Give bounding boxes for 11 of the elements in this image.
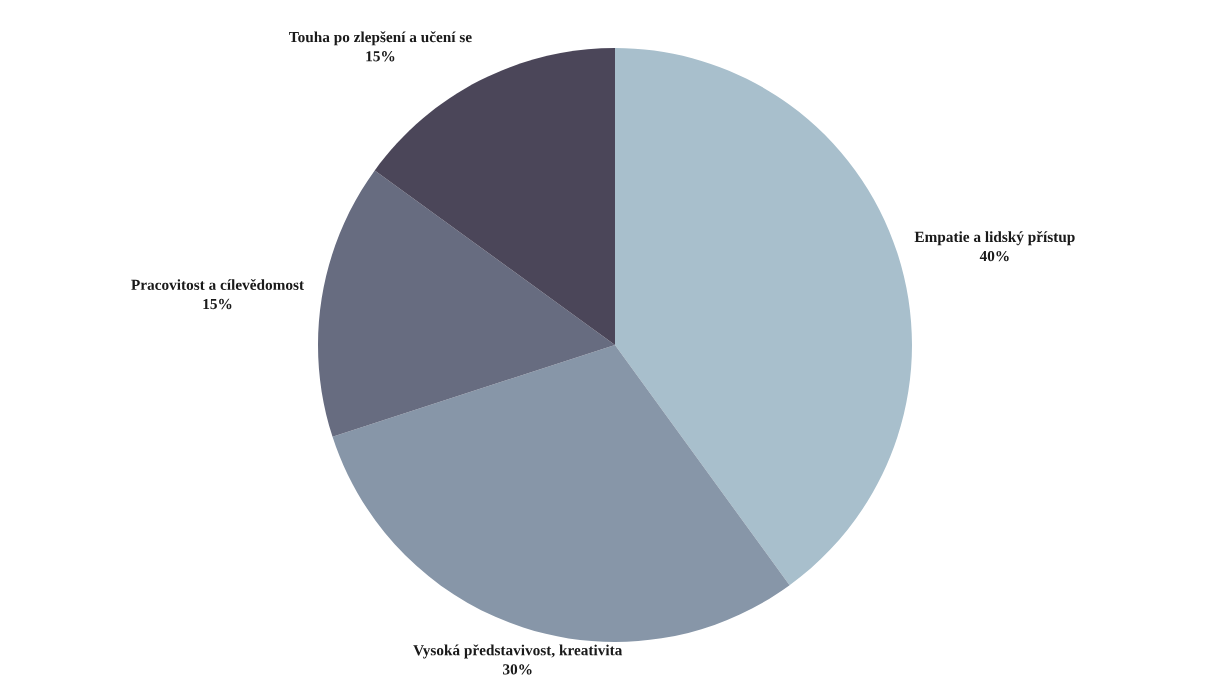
data-label: 15% [366,51,395,62]
pie-slice [318,170,615,437]
pie-slice [332,345,790,642]
slice-label: Vysoká představivost, kreativita [413,644,623,659]
pie-slice [615,48,912,586]
data-label: 30% [503,664,532,675]
slice-label: Empatie a lidský přístup [914,231,1075,246]
slice-label: Pracovitost a cílevědomost [131,279,304,290]
slice-label: Touha po zlepšení a učení se [289,31,472,46]
data-label: 15% [203,298,232,310]
data-label: 40% [979,250,1009,262]
